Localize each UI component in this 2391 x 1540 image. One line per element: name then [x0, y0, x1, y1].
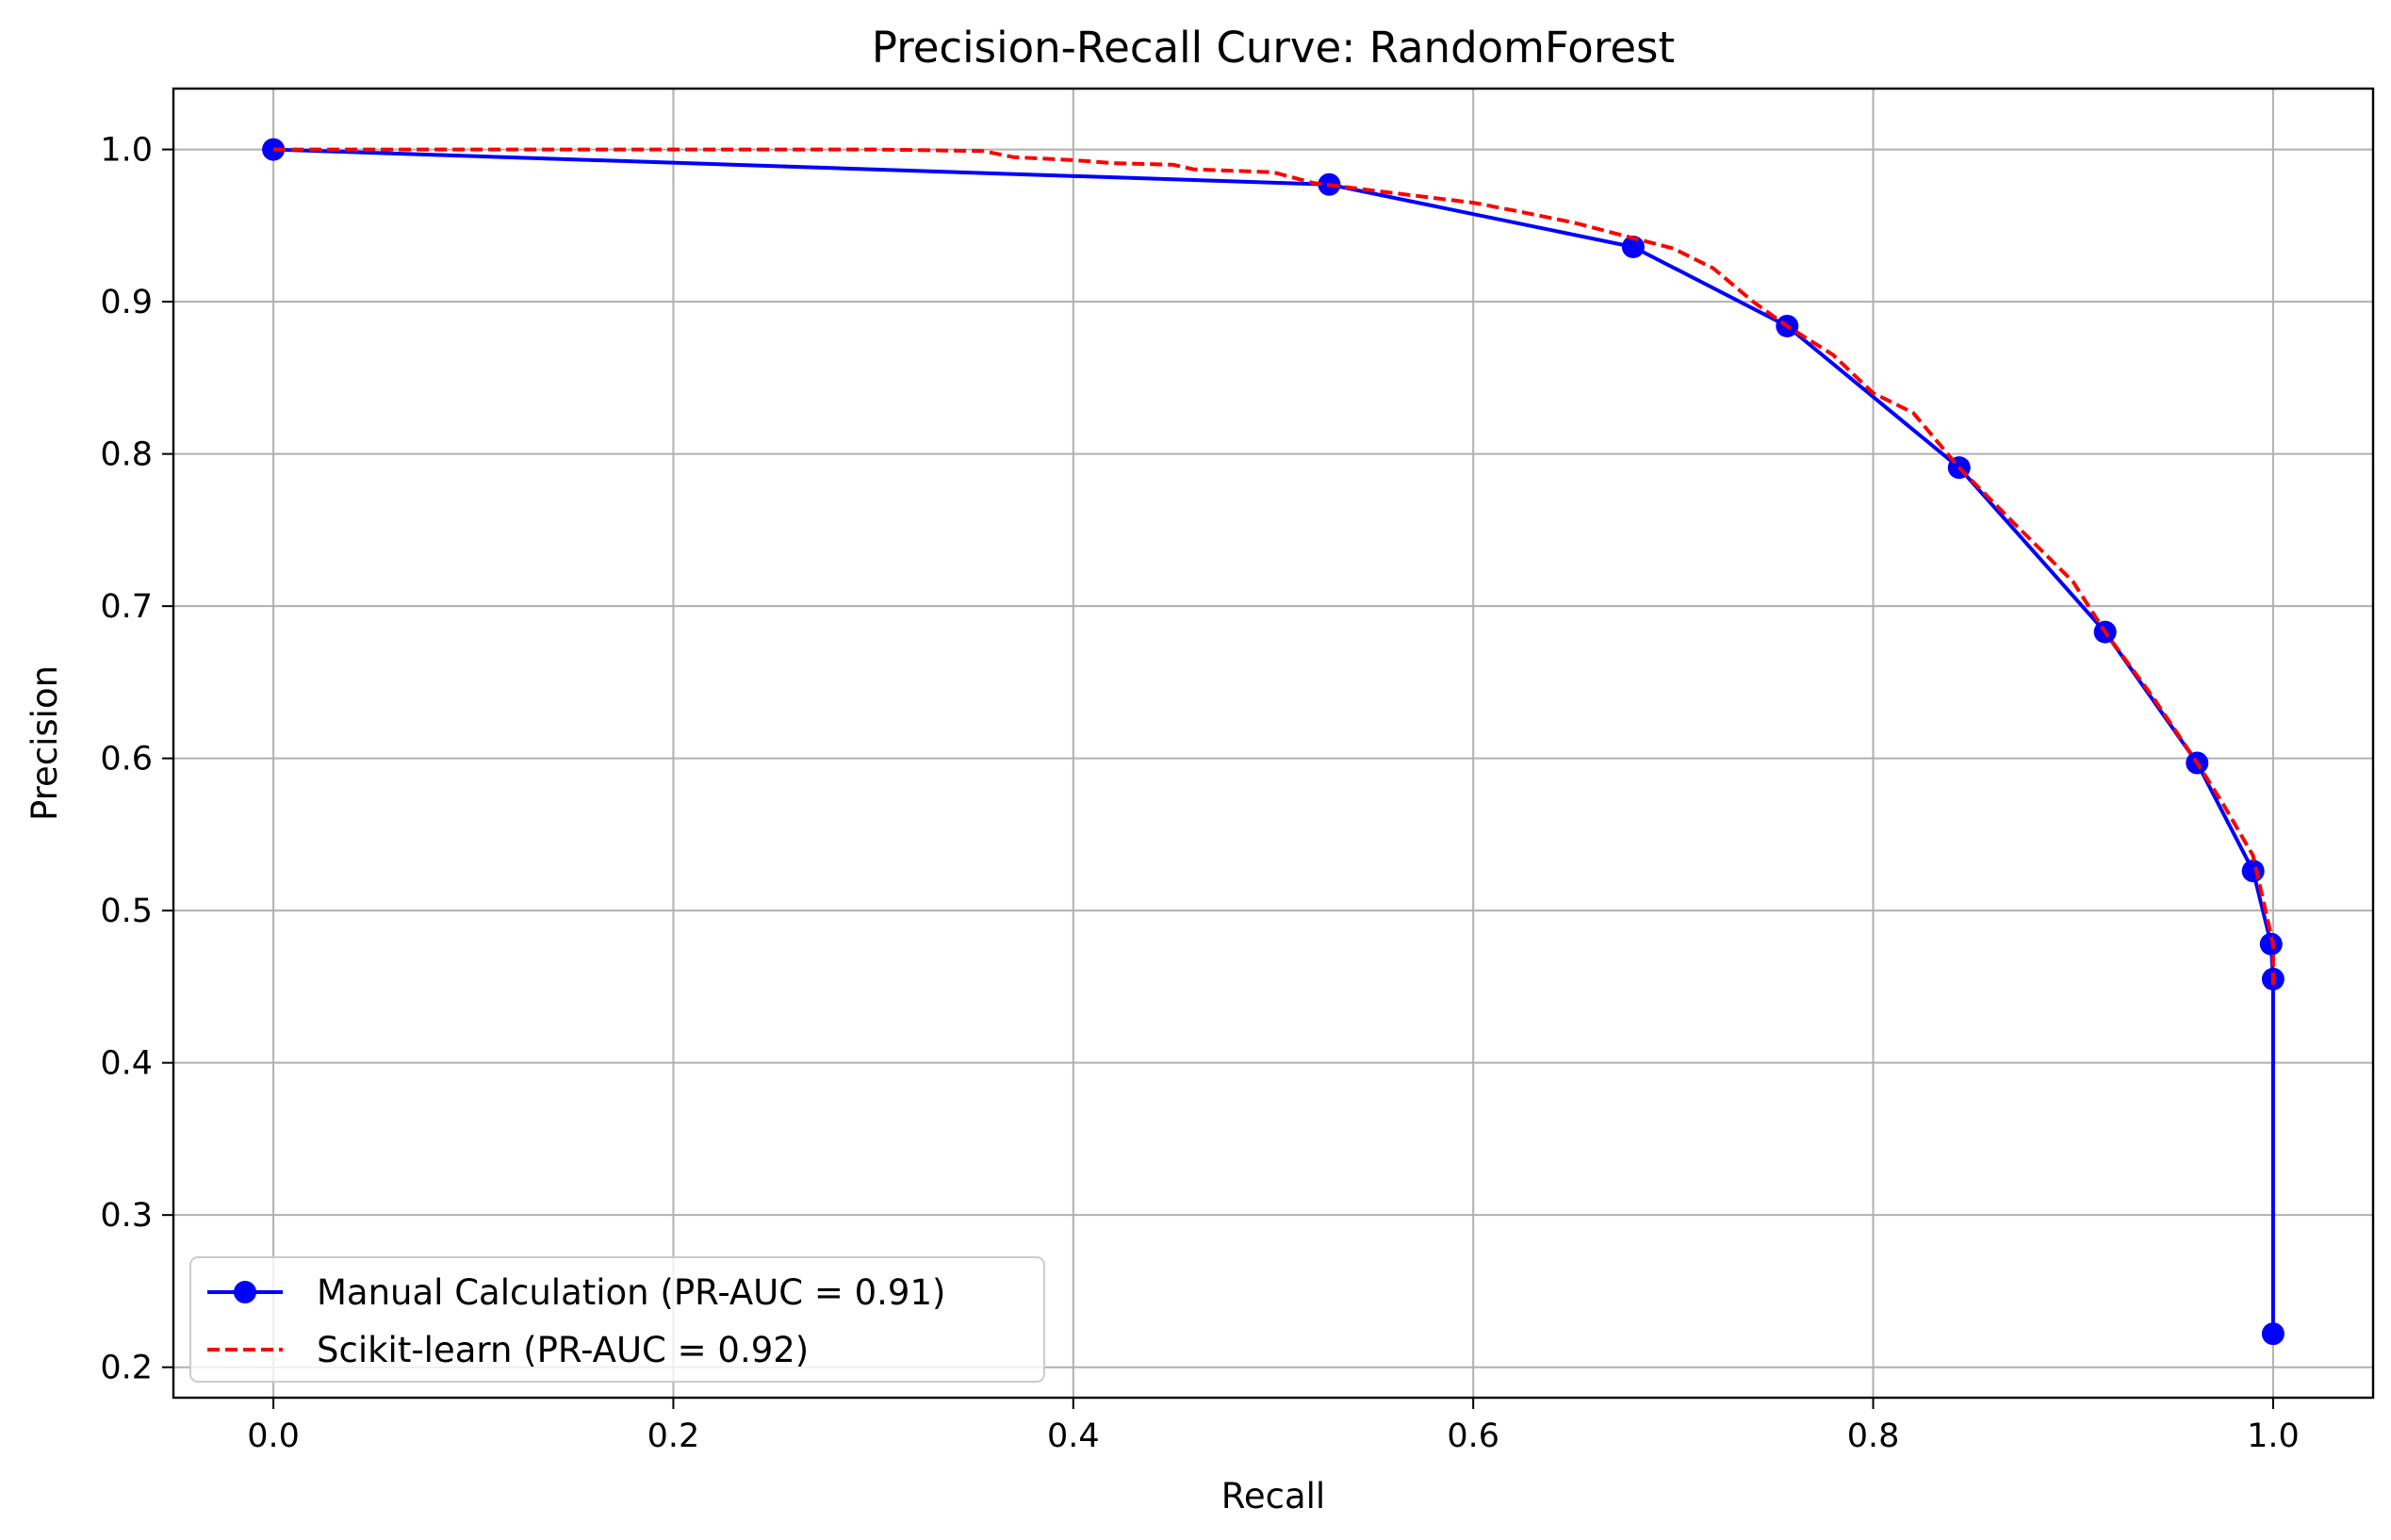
- x-axis-title: Recall: [1221, 1476, 1325, 1516]
- x-tick-label: 0.0: [247, 1417, 300, 1455]
- y-tick-label: 0.2: [100, 1350, 153, 1387]
- y-tick-label: 0.4: [100, 1045, 153, 1083]
- x-tick-label: 0.4: [1047, 1417, 1100, 1455]
- legend-marker-1: [234, 1281, 256, 1303]
- series-point: [1621, 235, 1645, 258]
- y-tick-label: 0.5: [100, 893, 153, 930]
- series-line-2: [273, 147, 2275, 987]
- series-point: [2259, 932, 2283, 956]
- x-tick-label: 0.2: [647, 1417, 700, 1455]
- series-point: [2261, 1322, 2285, 1346]
- series-point: [262, 138, 286, 161]
- y-tick-label: 0.6: [100, 741, 153, 778]
- grid-lines: [173, 89, 2373, 1398]
- legend-label: Scikit-learn (PR-AUC = 0.92): [317, 1330, 809, 1370]
- y-tick-label: 0.7: [100, 588, 153, 626]
- axis-ticks: 0.0 0.2 0.4 0.6 0.8 1.0 0.2 0.3 0.4 0.5 0.6 0.7 0.8 0…: [100, 132, 2299, 1455]
- series-point: [2241, 860, 2265, 883]
- x-tick-label: 0.8: [1847, 1417, 1900, 1455]
- plot-series: [262, 138, 2285, 1346]
- legend-label: Manual Calculation (PR-AUC = 0.91): [317, 1272, 945, 1313]
- chart-title: Precision-Recall Curve: RandomForest: [872, 23, 1675, 73]
- legend-box: [189, 1256, 1045, 1383]
- y-tick-label: 0.8: [100, 436, 153, 474]
- y-axis-title: Precision: [25, 665, 65, 821]
- plot-frame: [172, 87, 2375, 1400]
- y-tick-label: 0.9: [100, 284, 153, 321]
- y-tick-label: 0.3: [100, 1197, 153, 1235]
- x-tick-label: 0.6: [1447, 1417, 1499, 1455]
- legend: Manual Calculation (PR-AUC = 0.91) Scikit…: [189, 1256, 1045, 1383]
- x-tick-label: 1.0: [2247, 1417, 2300, 1455]
- y-tick-label: 1.0: [100, 132, 153, 170]
